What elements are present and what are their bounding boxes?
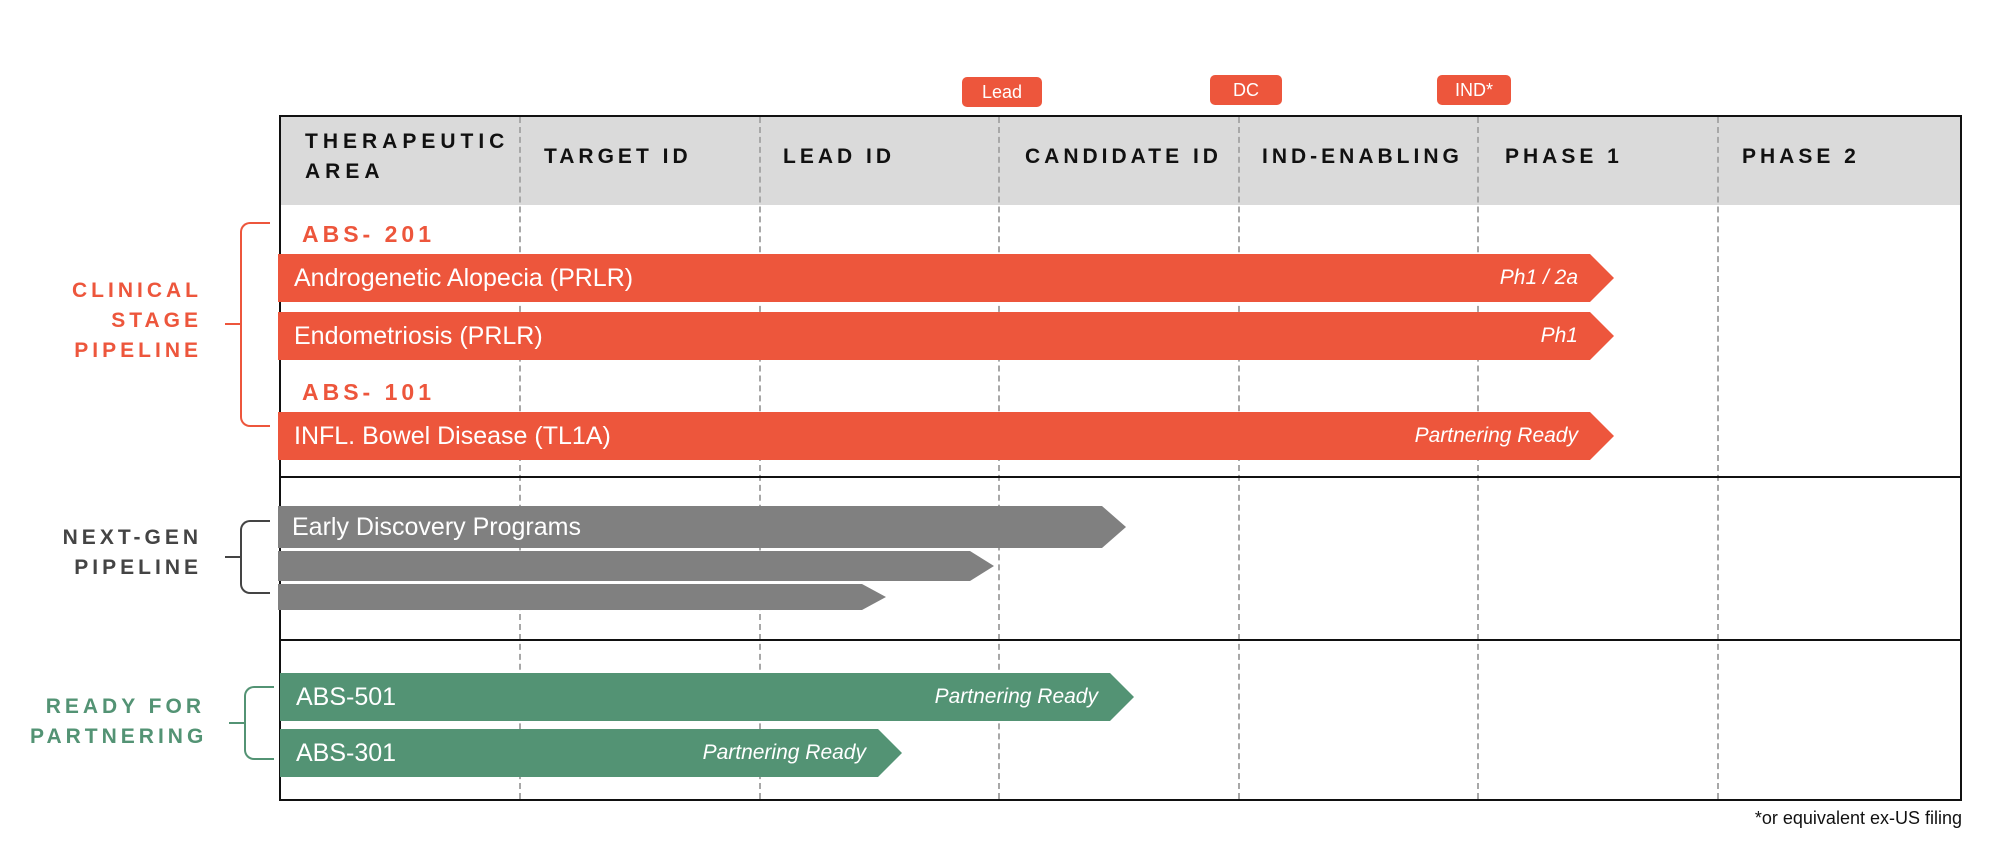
group-brace-tip bbox=[229, 722, 245, 724]
program-bar-ibd: INFL. Bowel Disease (TL1A) Partnering Re… bbox=[278, 412, 1614, 460]
program-code-abs-101: ABS- 101 bbox=[302, 379, 435, 405]
group-label-next-gen-line1: NEXT-GEN bbox=[62, 526, 202, 549]
group-brace-next-gen bbox=[240, 520, 270, 594]
group-label-next-gen-line2: PIPELINE bbox=[74, 556, 202, 579]
group-brace-tip bbox=[225, 323, 241, 325]
section-divider bbox=[281, 476, 1960, 478]
program-bar-label: ABS-301 bbox=[296, 738, 397, 767]
program-bar-label: ABS-501 bbox=[296, 682, 397, 711]
header-strip bbox=[281, 197, 1960, 205]
section-divider bbox=[281, 639, 1960, 641]
milestone-ind-badge: IND* bbox=[1437, 75, 1511, 105]
milestone-dc-badge: DC bbox=[1210, 75, 1282, 105]
column-header-phase-2: PHASE 2 bbox=[1742, 145, 1860, 168]
group-label-clinical: CLINICAL STAGE PIPELINE bbox=[40, 276, 202, 366]
program-bar-androgenetic-alopecia: Androgenetic Alopecia (PRLR) Ph1 / 2a bbox=[278, 254, 1614, 302]
program-bar-label: INFL. Bowel Disease (TL1A) bbox=[294, 421, 611, 450]
column-header-lead-id: LEAD ID bbox=[783, 145, 895, 168]
program-bar-endometriosis: Endometriosis (PRLR) Ph1 bbox=[278, 312, 1614, 360]
group-label-partnering-line2: PARTNERING bbox=[30, 725, 208, 748]
group-label-clinical-line2: STAGE bbox=[111, 309, 202, 332]
program-bar-label: Early Discovery Programs bbox=[292, 512, 581, 541]
program-bar-status: Partnering Ready bbox=[934, 685, 1098, 708]
milestone-lead-badge: Lead bbox=[962, 77, 1042, 107]
program-bar-status: Ph1 / 2a bbox=[1499, 266, 1578, 289]
program-bar-status: Ph1 bbox=[1540, 324, 1578, 347]
column-header-candidate-id: CANDIDATE ID bbox=[1025, 145, 1222, 168]
group-label-partnering: READY FOR PARTNERING bbox=[30, 692, 205, 752]
program-bar-label: Androgenetic Alopecia (PRLR) bbox=[294, 263, 634, 292]
column-header-ind-enabling: IND-ENABLING bbox=[1262, 145, 1463, 168]
column-header-therapeutic-area-line1: THERAPEUTIC bbox=[305, 130, 510, 153]
column-header-therapeutic-area-line2: AREA bbox=[305, 160, 385, 183]
group-label-clinical-line1: CLINICAL bbox=[72, 279, 202, 302]
program-bar-label: Endometriosis (PRLR) bbox=[294, 321, 543, 350]
partnering-bar-abs-501: ABS-501 Partnering Ready bbox=[280, 673, 1134, 721]
footnote: *or equivalent ex-US filing bbox=[1754, 808, 1962, 828]
next-gen-bar-early-discovery: Early Discovery Programs bbox=[278, 506, 1126, 548]
column-divider bbox=[1717, 117, 1719, 799]
next-gen-bar bbox=[278, 584, 886, 610]
column-header-phase-1: PHASE 1 bbox=[1505, 145, 1623, 168]
program-code-abs-201: ABS- 201 bbox=[302, 221, 435, 247]
group-label-next-gen: NEXT-GEN PIPELINE bbox=[40, 523, 202, 583]
group-brace-clinical bbox=[240, 222, 270, 427]
program-bar-status: Partnering Ready bbox=[1414, 424, 1578, 447]
group-brace-tip bbox=[225, 556, 241, 558]
column-header-therapeutic-area: THERAPEUTIC AREA bbox=[305, 117, 515, 197]
group-label-partnering-line1: READY FOR bbox=[45, 695, 205, 718]
group-brace-partnering bbox=[244, 686, 274, 760]
partnering-bar-abs-301: ABS-301 Partnering Ready bbox=[280, 729, 902, 777]
column-header-target-id: TARGET ID bbox=[544, 145, 692, 168]
next-gen-bar bbox=[278, 551, 994, 581]
group-label-clinical-line3: PIPELINE bbox=[74, 339, 202, 362]
program-bar-status: Partnering Ready bbox=[702, 741, 866, 764]
